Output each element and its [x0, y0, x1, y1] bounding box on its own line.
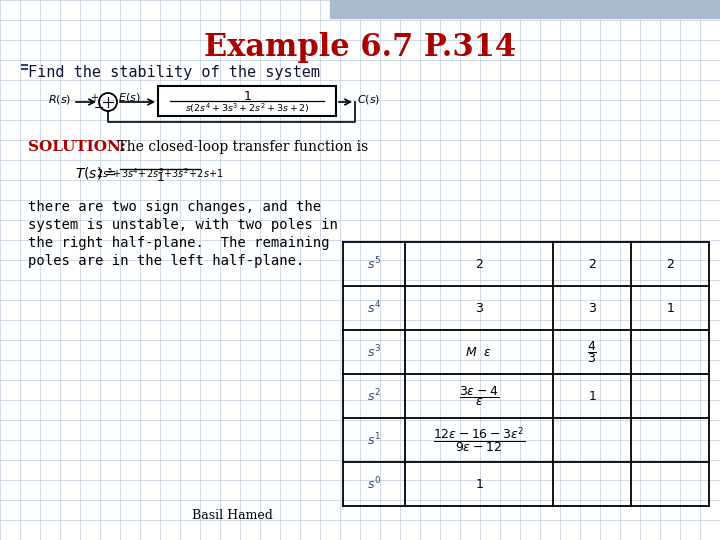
Text: Example 6.7 P.314: Example 6.7 P.314 [204, 32, 516, 63]
Text: $2$: $2$ [474, 258, 483, 271]
Text: poles are in the left half-plane.: poles are in the left half-plane. [28, 254, 305, 268]
Text: $s^3$: $s^3$ [367, 343, 381, 360]
Text: $\dfrac{4}{3}$: $\dfrac{4}{3}$ [587, 339, 597, 365]
Text: $s^5$: $s^5$ [367, 256, 381, 272]
Text: $s(2s^4+3s^3+2s^2+3s+2)$: $s(2s^4+3s^3+2s^2+3s+2)$ [184, 101, 310, 115]
Text: $s^2$: $s^2$ [367, 388, 381, 404]
Text: there are two sign changes, and the: there are two sign changes, and the [28, 200, 321, 214]
Text: $1$: $1$ [243, 90, 251, 103]
Text: The closed-loop transfer function is: The closed-loop transfer function is [113, 140, 368, 154]
Text: $1$: $1$ [588, 389, 596, 402]
Text: $\dfrac{3\epsilon - 4}{\epsilon}$: $\dfrac{3\epsilon - 4}{\epsilon}$ [459, 384, 499, 408]
Bar [158, 86, 336, 116]
Text: $1$: $1$ [474, 477, 483, 490]
Text: Basil Hamed: Basil Hamed [192, 509, 272, 522]
Text: $1$: $1$ [665, 301, 675, 314]
Text: $s^1$: $s^1$ [367, 431, 381, 448]
Text: $1$: $1$ [156, 171, 164, 184]
Text: $s^0$: $s^0$ [367, 476, 381, 492]
Text: Find the stability of the system: Find the stability of the system [28, 65, 320, 80]
Bar [330, 0, 720, 18]
Text: $3$: $3$ [588, 301, 596, 314]
Text: $C(s)$: $C(s)$ [357, 92, 380, 105]
Text: SOLUTION:: SOLUTION: [28, 140, 126, 154]
Text: $3$: $3$ [474, 301, 483, 314]
Text: $2$: $2$ [588, 258, 596, 271]
Text: $s^4$: $s^4$ [367, 300, 381, 316]
Text: $R(s)$: $R(s)$ [48, 93, 71, 106]
Text: system is unstable, with two poles in: system is unstable, with two poles in [28, 218, 338, 232]
Text: $\mathit{M}\ \ \epsilon$: $\mathit{M}\ \ \epsilon$ [465, 346, 492, 359]
Text: $2s^5\!+\!3s^4\!+\!2s^3\!+\!3s^2\!+\!2s\!+\!1$: $2s^5\!+\!3s^4\!+\!2s^3\!+\!3s^2\!+\!2s\… [96, 166, 224, 180]
Text: $T(s) =$: $T(s) =$ [75, 165, 117, 181]
Text: $2$: $2$ [666, 258, 675, 271]
Text: the right half-plane.  The remaining: the right half-plane. The remaining [28, 236, 330, 250]
Text: +: + [90, 93, 98, 103]
Text: $\dfrac{12\epsilon - 16 - 3\epsilon^2}{9\epsilon - 12}$: $\dfrac{12\epsilon - 16 - 3\epsilon^2}{9… [433, 425, 525, 455]
Text: $E(s)$: $E(s)$ [118, 91, 140, 105]
Text: −: − [94, 102, 104, 114]
